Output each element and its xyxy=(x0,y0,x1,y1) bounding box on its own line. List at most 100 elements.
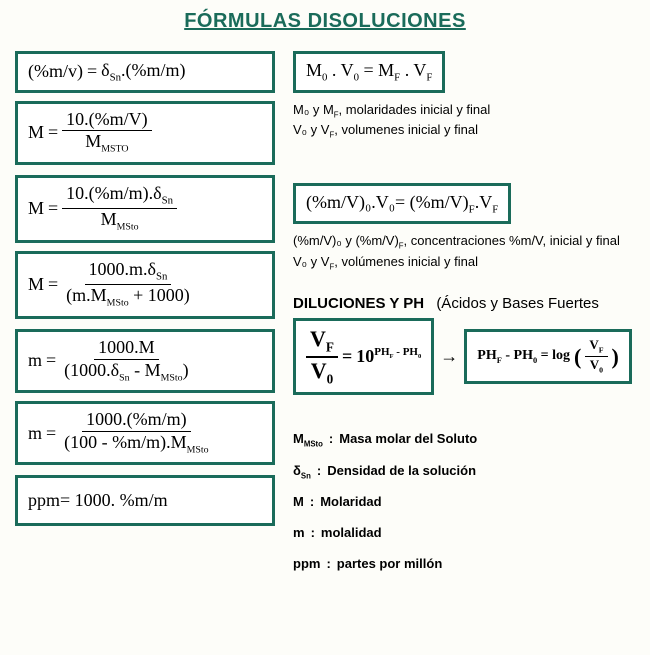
f1-post: .(%m/m) xyxy=(121,60,186,80)
f5-frac: 1000.M (1000.δSn - MMSto) xyxy=(60,338,192,384)
n1a: M₀ y M xyxy=(293,102,334,117)
df1-b: . V xyxy=(327,60,353,80)
f6-den-a: (100 - %m/m).M xyxy=(64,432,186,452)
phb2-lhs: PHF - PH0 = log xyxy=(477,348,570,365)
f2-eq: = xyxy=(48,122,58,143)
formula-box-2: M = 10.(%m/V) MMSTO xyxy=(15,101,275,165)
dilution-formula-2: (%m/V)₀.V₀= (%m/V)F.VF xyxy=(293,183,511,225)
f2-lhs: M xyxy=(28,122,44,143)
arrow-icon: → xyxy=(440,346,458,367)
f4-num-sub: Sn xyxy=(156,270,167,282)
df2: (%m/V)₀.V₀= (%m/V)F.VF xyxy=(306,192,498,216)
df1: M0 . V0 = MF . VF xyxy=(306,60,432,84)
l3sep: : xyxy=(310,486,314,517)
f1-sub: Sn xyxy=(110,72,121,84)
l4d: molalidad xyxy=(321,517,382,548)
f4-den-b: + 1000) xyxy=(129,285,190,305)
phb2-frac: VF V0 xyxy=(585,338,607,375)
f3-num: 10.(%m/m).δSn xyxy=(62,184,177,209)
df2-b: .V xyxy=(475,192,493,212)
f3-den-m: M xyxy=(101,209,117,229)
f2-den-sub: MSTO xyxy=(101,144,128,155)
f4-frac: 1000.m.δSn (m.MMSto + 1000) xyxy=(62,260,194,310)
legend-row-1: MMSto : Masa molar del Soluto xyxy=(293,423,635,454)
f6-num: 1000.(%m/m) xyxy=(82,410,191,432)
legend-row-5: ppm: partes por millón xyxy=(293,548,635,579)
f6-frac: 1000.(%m/m) (100 - %m/m).MMSto xyxy=(60,410,212,456)
phb2-paren: ( xyxy=(574,344,581,370)
phb2ds: 0 xyxy=(599,366,603,375)
formula-box-5: m = 1000.M (1000.δSn - MMSto) xyxy=(15,329,275,393)
phh2: (Ácidos y Bases Fuertes xyxy=(436,295,599,312)
ph-heading: DILUCIONES Y PH (Ácidos y Bases Fuertes xyxy=(293,295,635,312)
formula-box-4: M = 1000.m.δSn (m.MMSto + 1000) xyxy=(15,251,275,319)
ph-row: VF V0 = 10PHF - PH0 → PHF - PH0 = log ( … xyxy=(293,318,635,396)
l3a: M xyxy=(293,486,304,517)
f3-den-sub: MSto xyxy=(117,222,139,233)
phb1e1: PH xyxy=(374,346,389,358)
l2a: δ xyxy=(293,463,301,478)
f4-den: (m.MMSto + 1000) xyxy=(62,285,194,309)
f5-lhs: m xyxy=(28,350,42,371)
formula-box-7: ppm= 1000. %m/m xyxy=(15,475,275,526)
n2ap: , concentraciones %m/V, inicial y final xyxy=(404,233,620,248)
f3-lhs: M xyxy=(28,198,44,219)
df1-c: = M xyxy=(359,60,394,80)
phb2c: = log xyxy=(537,348,570,363)
f3-eq: = xyxy=(48,198,58,219)
f3-frac: 10.(%m/m).δSn MMSto xyxy=(62,184,177,234)
l3d: Molaridad xyxy=(320,486,381,517)
l2-sym: δSn xyxy=(293,455,311,486)
l2s: Sn xyxy=(301,471,311,480)
phb1e2s: 0 xyxy=(418,353,421,360)
l1s: MSto xyxy=(304,440,323,449)
n2b: V₀ y V xyxy=(293,254,329,269)
df2-s2: F xyxy=(492,203,498,215)
f4-den-sub: MSto xyxy=(107,298,129,309)
note2b: V₀ y VF, volúmenes inicial y final xyxy=(293,253,635,273)
f5-num: 1000.M xyxy=(94,338,159,360)
dilution-formula-1: M0 . V0 = MF . VF xyxy=(293,51,445,93)
note2a: (%m/V)₀ y (%m/V)F, concentraciones %m/V,… xyxy=(293,232,635,252)
page-title: FÓRMULAS DISOLUCIONES xyxy=(15,10,635,33)
f1-lhs: (%m/v) xyxy=(28,61,83,82)
n1ap: , molaridades inicial y final xyxy=(339,102,491,117)
formula-box-1: (%m/v) = δSn.(%m/m) xyxy=(15,51,275,93)
f6-den: (100 - %m/m).MMSto xyxy=(60,432,212,456)
l1sep: : xyxy=(329,423,333,454)
f3-num-t: 10.(%m/m).δ xyxy=(66,183,161,203)
phh1: DILUCIONES Y PH xyxy=(293,295,424,312)
f2-frac: 10.(%m/V) MMSTO xyxy=(62,110,151,156)
l5sep: : xyxy=(326,548,330,579)
f4-eq: = xyxy=(48,274,58,295)
phb2-den: V0 xyxy=(586,357,607,375)
phb1n: V xyxy=(310,326,326,351)
columns: (%m/v) = δSn.(%m/m) M = 10.(%m/V) MMSTO … xyxy=(15,51,635,580)
df1-s4: F xyxy=(426,72,432,84)
legend-row-2: δSn : Densidad de la solución xyxy=(293,455,635,486)
phb2-paren2: ) xyxy=(612,344,619,370)
phb1d: V xyxy=(311,358,327,383)
f5-den-a: (1000.δ xyxy=(64,360,119,380)
f2-num: 10.(%m/V) xyxy=(62,110,151,132)
phb2a: PH xyxy=(477,348,496,363)
legend-row-4: m : molalidad xyxy=(293,517,635,548)
formula-box-3: M = 10.(%m/m).δSn MMSto xyxy=(15,175,275,243)
f3-num-sub: Sn xyxy=(162,194,173,206)
phb2b: - PH xyxy=(502,348,533,363)
f4-num: 1000.m.δSn xyxy=(85,260,172,285)
phb1-eq: = xyxy=(342,346,352,367)
f6-lhs: m xyxy=(28,423,42,444)
f2-den: MMSTO xyxy=(81,131,132,155)
phb2d: V xyxy=(590,357,599,372)
n2a: (%m/V)₀ y (%m/V) xyxy=(293,233,399,248)
right-column: M0 . V0 = MF . VF M₀ y MF, molaridades i… xyxy=(293,51,635,580)
df1-a: M xyxy=(306,60,322,80)
formula-box-6: m = 1000.(%m/m) (100 - %m/m).MMSto xyxy=(15,401,275,465)
f5-den: (1000.δSn - MMSto) xyxy=(60,360,192,384)
n2bp: , volúmenes inicial y final xyxy=(334,254,478,269)
f4-num-t: 1000.m.δ xyxy=(89,259,156,279)
l5a: ppm xyxy=(293,548,320,579)
f4-den-a: (m.M xyxy=(66,285,107,305)
phb1-num: VF xyxy=(306,327,338,358)
